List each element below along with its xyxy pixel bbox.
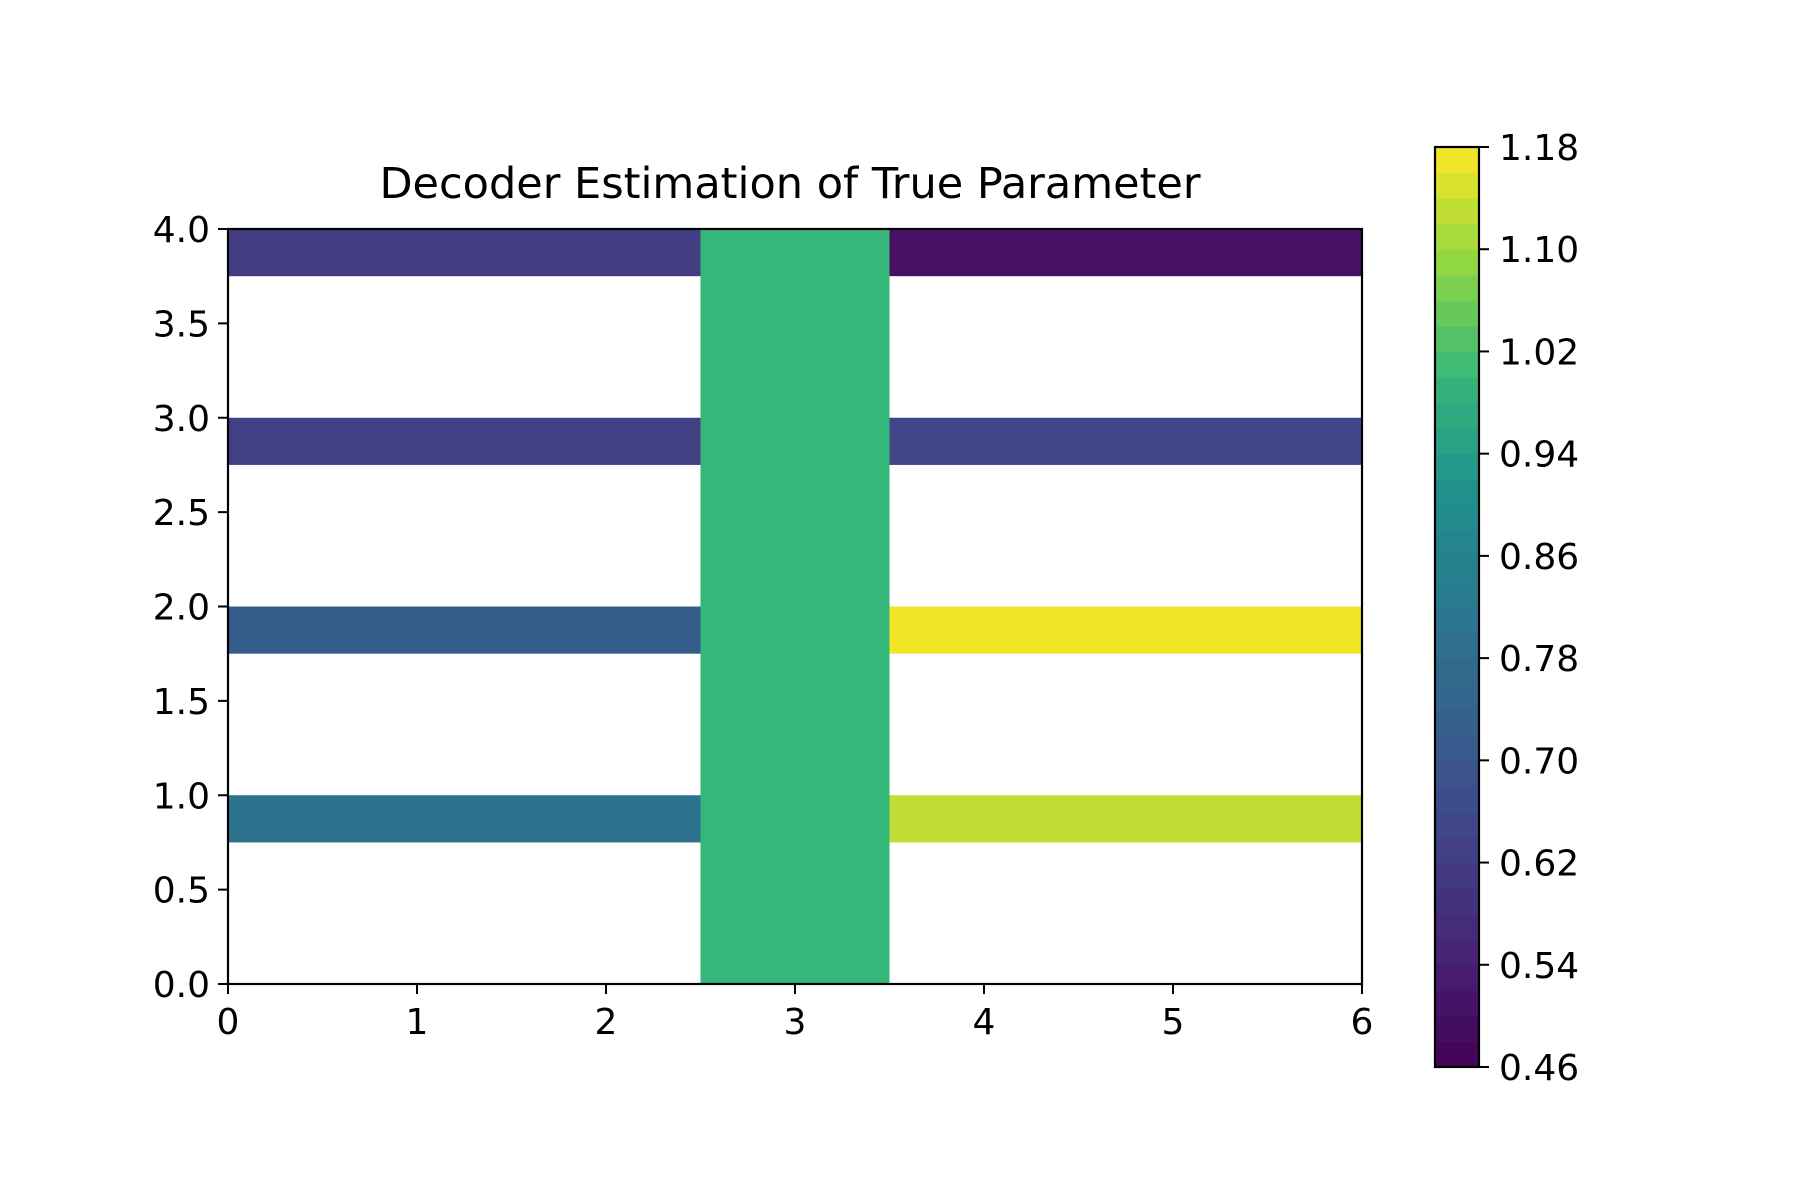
colorbar-segment xyxy=(1435,274,1479,301)
colorbar-segment xyxy=(1435,913,1479,940)
y-tick-label: 0.5 xyxy=(153,871,210,912)
colorbar-tick-label: 0.70 xyxy=(1499,741,1579,782)
colorbar-segment xyxy=(1435,607,1479,634)
y-tick-label: 1.5 xyxy=(153,682,210,723)
colorbar-tick-label: 1.18 xyxy=(1499,128,1579,169)
colorbar-tick-label: 1.10 xyxy=(1499,230,1579,271)
colorbar-segment xyxy=(1435,504,1479,531)
colorbar-segment xyxy=(1435,709,1479,736)
chart-title: Decoder Estimation of True Parameter xyxy=(379,159,1200,209)
colorbar-segment xyxy=(1435,428,1479,455)
region-4 xyxy=(889,417,1362,465)
x-tick-label: 3 xyxy=(784,1002,807,1043)
colorbar-segment xyxy=(1435,325,1479,353)
region-1 xyxy=(228,229,701,277)
colorbar-segment xyxy=(1435,658,1479,685)
colorbar-segment xyxy=(1435,785,1479,813)
colorbar-segment xyxy=(1435,198,1479,225)
colorbar-segment xyxy=(1435,1015,1479,1043)
x-axis: 0 1 2 3 4 5 6 xyxy=(217,984,1374,1043)
colorbar-tick-label: 0.54 xyxy=(1499,946,1579,987)
colorbar-segment xyxy=(1435,990,1479,1017)
y-tick-label: 1.0 xyxy=(153,776,210,817)
colorbar-segment xyxy=(1435,811,1479,838)
y-tick-label: 3.0 xyxy=(153,399,210,440)
colorbar-segment xyxy=(1435,479,1479,506)
plot-area xyxy=(226,227,1364,986)
y-tick-label: 2.5 xyxy=(153,493,210,534)
colorbar-segment xyxy=(1435,862,1479,889)
colorbar-tick-label: 0.78 xyxy=(1499,639,1579,680)
colorbar-tick-label: 0.94 xyxy=(1499,435,1579,476)
region-3 xyxy=(228,417,701,465)
colorbar-tick-label: 1.02 xyxy=(1499,332,1579,373)
colorbar-segment xyxy=(1435,530,1479,557)
colorbar-segment xyxy=(1435,453,1479,480)
region-0 xyxy=(700,229,890,984)
region-2 xyxy=(889,229,1362,277)
colorbar-segment xyxy=(1435,147,1479,174)
colorbar-segment xyxy=(1435,223,1479,250)
colorbar-tick-label: 0.86 xyxy=(1499,537,1579,578)
colorbar-segment xyxy=(1435,300,1479,327)
colorbar: 0.46 0.54 0.62 0.70 0.78 0.86 0.94 1.02 1.10 1.18 xyxy=(1433,128,1579,1089)
colorbar-segment xyxy=(1435,402,1479,429)
colorbar-segment xyxy=(1435,351,1479,378)
y-tick-label: 0.0 xyxy=(153,965,210,1006)
colorbar-segment xyxy=(1435,1041,1479,1068)
colorbar-segment xyxy=(1435,632,1479,659)
colorbar-segment xyxy=(1435,683,1479,710)
colorbar-segment xyxy=(1435,377,1479,404)
region-8 xyxy=(889,795,1362,843)
colorbar-segment xyxy=(1435,760,1479,787)
region-6 xyxy=(889,606,1362,654)
colorbar-frame xyxy=(1433,145,1481,1069)
y-tick-label: 4.0 xyxy=(153,210,210,251)
colorbar-segment xyxy=(1435,837,1479,864)
x-tick-label: 5 xyxy=(1162,1002,1185,1043)
region-5 xyxy=(228,606,701,654)
x-tick-label: 1 xyxy=(406,1002,429,1043)
x-tick-label: 4 xyxy=(973,1002,996,1043)
colorbar-segment xyxy=(1435,581,1479,608)
y-tick-label: 2.0 xyxy=(153,588,210,629)
x-tick-label: 6 xyxy=(1351,1002,1374,1043)
colorbar-segment xyxy=(1435,555,1479,583)
y-tick-label: 3.5 xyxy=(153,304,210,345)
colorbar-tick-label: 0.46 xyxy=(1499,1048,1579,1089)
region-7 xyxy=(228,795,701,843)
colorbar-segment xyxy=(1435,964,1479,991)
x-tick-label: 2 xyxy=(595,1002,618,1043)
y-axis: 0.0 0.5 1.0 1.5 2.0 2.5 3.0 3.5 4.0 xyxy=(153,210,228,1006)
colorbar-segment xyxy=(1435,249,1479,276)
x-tick-label: 0 xyxy=(217,1002,240,1043)
colorbar-tick-label: 0.62 xyxy=(1499,844,1579,885)
colorbar-segment xyxy=(1435,888,1479,915)
colorbar-segment xyxy=(1435,734,1479,761)
colorbar-segment xyxy=(1435,939,1479,966)
colorbar-segment xyxy=(1435,172,1479,199)
